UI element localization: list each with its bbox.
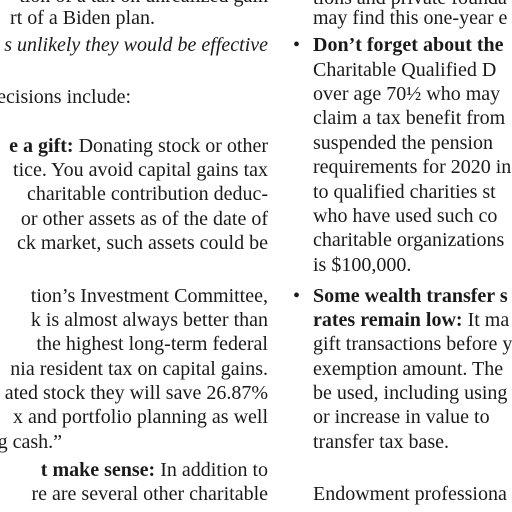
bold-text: rates remain low:: [313, 309, 463, 331]
text-line: s unlikely they would be effective: [4, 33, 268, 57]
text: x and portfolio planning as well: [13, 406, 268, 428]
text-line: tion’s Investment Committee,: [31, 284, 268, 308]
text: charitable contribution deduc-: [21, 183, 268, 205]
text: who have used such co: [313, 205, 498, 227]
text: is $100,000.: [313, 254, 412, 276]
text: ck market, such assets could be: [16, 232, 268, 254]
text-line: Endowment professiona: [313, 482, 507, 506]
text-line: claim a tax benefit from: [313, 106, 505, 130]
text-line: rt of a Biden plan.: [10, 6, 155, 30]
text: Donating stock or other: [73, 135, 268, 157]
text: suspended the pension: [313, 132, 493, 154]
text: It ma: [462, 309, 510, 331]
text-line: e a gift: Donating stock or other: [9, 134, 268, 158]
text-line: tion of a tax on unrealized gain: [19, 0, 268, 8]
text: over age 70½ who may: [313, 83, 501, 105]
text-line: rates remain low: It ma: [313, 308, 509, 332]
bullet: •: [293, 34, 301, 56]
text-line: k is almost always better than: [31, 308, 268, 332]
text: claim a tax benefit from: [313, 107, 506, 129]
text-line: tice. You avoid capital gains tax: [13, 158, 268, 182]
text: may find this one-year e: [313, 7, 508, 29]
text-line: exemption amount. The: [313, 357, 503, 381]
text-line: g cash.”: [0, 430, 62, 454]
text: Charitable Qualified D: [313, 59, 497, 81]
text: s unlikely they would be effective: [4, 34, 268, 56]
text-line: ated stock they will save 26.87%: [5, 381, 268, 405]
text-line: re are several other charitable: [31, 482, 268, 506]
text: ecisions include:: [0, 86, 131, 108]
bold-text: t make sense:: [40, 459, 156, 481]
text-line: charitable contribution deduc-: [22, 182, 268, 206]
text-line: ck market, such assets could be: [17, 231, 268, 255]
text-line: over age 70½ who may: [313, 82, 500, 106]
text: to qualified charities st: [313, 181, 496, 203]
text-line: transfer tax base.: [313, 430, 449, 454]
text-line: is $100,000.: [313, 253, 411, 277]
text: rt of a Biden plan.: [10, 7, 155, 29]
text: g cash.”: [0, 431, 62, 453]
text: exemption amount. The: [313, 358, 504, 380]
bold-text: Some wealth transfer s: [313, 285, 508, 307]
text: gift transactions before y: [313, 333, 512, 355]
text-line: Some wealth transfer s: [313, 284, 508, 308]
text: or increase in value to: [313, 406, 490, 428]
text-line: suspended the pension: [313, 131, 493, 155]
text-line: tions and private founda: [313, 0, 507, 10]
text-line: the highest long-term federal: [31, 332, 268, 356]
text-line: Charitable Qualified D: [313, 58, 496, 82]
text: tion of a tax on unrealized gain: [19, 0, 268, 7]
text: nia resident tax on capital gains.: [10, 358, 268, 380]
text-line: t make sense: In addition to: [41, 458, 268, 482]
text-line: gift transactions before y: [313, 332, 512, 356]
bold-text: Don’t forget about the: [313, 34, 504, 56]
text: tion’s Investment Committee,: [30, 285, 268, 307]
text: In addition to: [155, 459, 268, 481]
text: or other assets as of the date of: [15, 208, 268, 230]
text: requirements for 2020 in: [313, 156, 512, 178]
text-line: Don’t forget about the: [313, 33, 504, 57]
text: ated stock they will save 26.87%: [4, 382, 268, 404]
bullet: •: [293, 285, 301, 307]
text: tice. You avoid capital gains tax: [13, 159, 268, 181]
text: re are several other charitable: [31, 483, 268, 505]
text: the highest long-term federal: [31, 333, 268, 355]
text: Endowment professiona: [313, 483, 507, 505]
text-line: be used, including using: [313, 381, 507, 405]
text-line: requirements for 2020 in: [313, 155, 511, 179]
text-line: or other assets as of the date of: [16, 207, 268, 231]
text: k is almost always better than: [30, 309, 268, 331]
text-line: ecisions include:: [0, 85, 131, 109]
text-line: may find this one-year e: [313, 6, 507, 30]
text-line: or increase in value to: [313, 405, 490, 429]
text-line: charitable organizations: [313, 228, 504, 252]
text: be used, including using: [313, 382, 508, 404]
text: transfer tax base.: [313, 431, 450, 453]
text-line: nia resident tax on capital gains.: [10, 357, 268, 381]
text-line: x and portfolio planning as well: [13, 405, 268, 429]
bold-text: e a gift:: [9, 135, 74, 157]
text-line: to qualified charities st: [313, 180, 496, 204]
text-line: who have used such co: [313, 204, 497, 228]
text: charitable organizations: [313, 229, 505, 251]
text: tions and private founda: [313, 0, 507, 9]
